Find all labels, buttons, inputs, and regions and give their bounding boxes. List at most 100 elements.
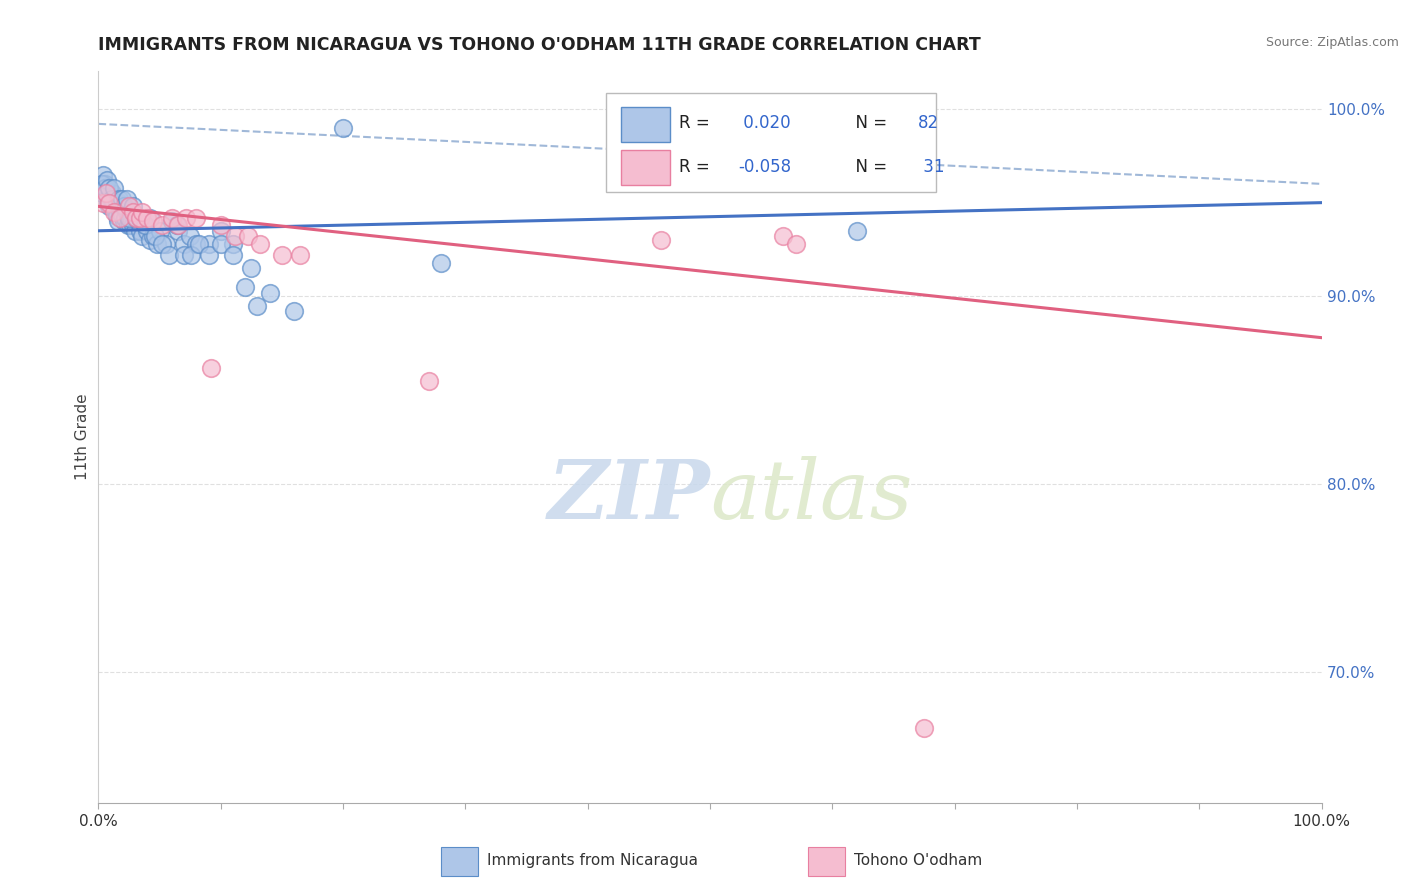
- Point: [142, 214, 165, 228]
- Point: [98, 180, 121, 194]
- Point: [103, 199, 125, 213]
- Point: [155, 236, 177, 251]
- Point: [115, 192, 138, 206]
- Point: [107, 214, 129, 228]
- Point: [246, 299, 269, 313]
- Point: [139, 233, 162, 247]
- Text: atlas: atlas: [710, 456, 912, 535]
- Point: [222, 248, 245, 262]
- Point: [98, 195, 121, 210]
- Point: [136, 224, 159, 238]
- Point: [131, 229, 153, 244]
- Point: [121, 199, 143, 213]
- Point: [97, 195, 120, 210]
- Text: -0.058: -0.058: [738, 158, 792, 176]
- Point: [108, 192, 131, 206]
- Point: [96, 173, 118, 187]
- Text: Source: ZipAtlas.com: Source: ZipAtlas.com: [1265, 36, 1399, 49]
- Point: [200, 360, 222, 375]
- Point: [127, 214, 149, 228]
- Point: [103, 205, 125, 219]
- Point: [125, 211, 148, 225]
- Y-axis label: 11th Grade: 11th Grade: [75, 393, 90, 481]
- Point: [197, 248, 219, 262]
- Point: [187, 236, 209, 251]
- Point: [91, 186, 114, 201]
- Point: [91, 195, 114, 210]
- Point: [249, 236, 271, 251]
- Point: [100, 192, 122, 206]
- Point: [115, 205, 138, 219]
- Point: [197, 236, 219, 251]
- Point: [110, 205, 132, 219]
- Point: [259, 285, 281, 300]
- Bar: [620, 107, 669, 143]
- Point: [160, 211, 183, 225]
- Point: [283, 304, 305, 318]
- Point: [121, 205, 143, 219]
- Point: [120, 211, 142, 225]
- Point: [139, 211, 162, 225]
- Point: [93, 177, 115, 191]
- Point: [120, 218, 142, 232]
- Point: [650, 233, 672, 247]
- Point: [167, 224, 190, 238]
- Point: [129, 211, 152, 225]
- Point: [131, 205, 153, 219]
- Point: [150, 236, 173, 251]
- Text: 0.020: 0.020: [738, 114, 790, 132]
- Text: IMMIGRANTS FROM NICARAGUA VS TOHONO O'ODHAM 11TH GRADE CORRELATION CHART: IMMIGRANTS FROM NICARAGUA VS TOHONO O'OD…: [98, 36, 981, 54]
- Bar: [808, 847, 845, 876]
- Point: [110, 211, 132, 225]
- Text: 82: 82: [918, 114, 939, 132]
- Text: ZIP: ZIP: [547, 456, 710, 535]
- Point: [186, 211, 208, 225]
- Point: [176, 211, 198, 225]
- Point: [105, 209, 128, 223]
- Text: 31: 31: [918, 158, 945, 176]
- Point: [772, 229, 794, 244]
- Point: [173, 248, 195, 262]
- Text: Tohono O'odham: Tohono O'odham: [855, 853, 983, 868]
- Text: Immigrants from Nicaragua: Immigrants from Nicaragua: [488, 853, 699, 868]
- Point: [290, 248, 312, 262]
- Point: [93, 180, 115, 194]
- Point: [111, 209, 134, 223]
- Point: [236, 229, 259, 244]
- Point: [91, 168, 114, 182]
- Text: N =: N =: [845, 114, 891, 132]
- Point: [845, 224, 868, 238]
- Point: [129, 211, 152, 225]
- Point: [186, 236, 208, 251]
- Point: [125, 211, 148, 225]
- Point: [149, 224, 172, 238]
- Point: [209, 218, 232, 232]
- Point: [101, 192, 124, 206]
- Point: [105, 195, 128, 210]
- Point: [91, 177, 114, 191]
- Point: [332, 120, 354, 135]
- Point: [157, 248, 180, 262]
- Point: [209, 236, 232, 251]
- Point: [129, 224, 152, 238]
- FancyBboxPatch shape: [606, 94, 936, 192]
- Bar: [620, 150, 669, 185]
- Point: [117, 218, 139, 232]
- Point: [134, 218, 156, 232]
- Point: [94, 186, 117, 201]
- Point: [173, 236, 195, 251]
- Point: [143, 229, 166, 244]
- Point: [118, 211, 141, 225]
- Point: [96, 186, 118, 201]
- Point: [118, 199, 141, 213]
- Point: [103, 180, 125, 194]
- Point: [94, 180, 117, 194]
- Point: [114, 211, 136, 225]
- Point: [111, 199, 134, 213]
- Point: [124, 224, 146, 238]
- Point: [98, 199, 121, 213]
- Point: [121, 218, 143, 232]
- Point: [430, 255, 453, 269]
- Point: [150, 218, 173, 232]
- Point: [104, 205, 127, 219]
